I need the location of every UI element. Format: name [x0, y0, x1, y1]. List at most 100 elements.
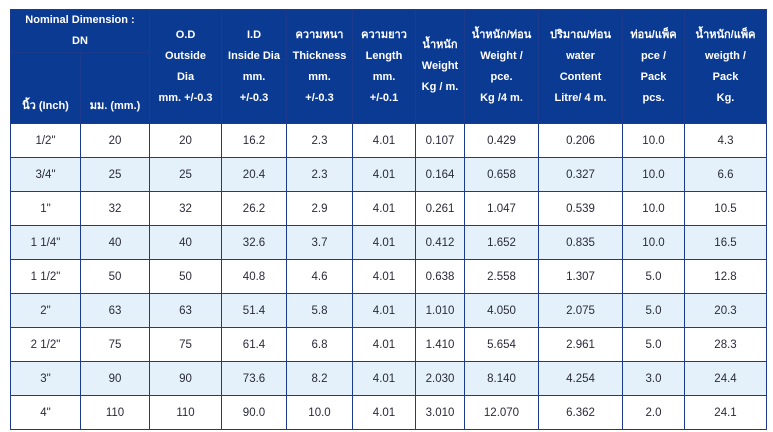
header-col-water-content: ปริมาณ/ท่อน water Content Litre/ 4 m. — [538, 9, 623, 124]
cell-length: 4.01 — [352, 395, 416, 430]
header-line: Dia — [176, 70, 195, 83]
header-line: Pack — [712, 70, 739, 83]
pipe-spec-table: Nominal Dimension : DN O.D Outside Dia m… — [10, 9, 767, 430]
header-line: ความยาว — [361, 28, 407, 41]
cell-pce-per-pack: 5.0 — [622, 259, 685, 294]
cell-thickness: 3.7 — [286, 225, 353, 260]
header-line: weigth / — [705, 49, 746, 62]
cell-weight: 0.107 — [415, 123, 465, 158]
cell-inch: 1" — [10, 191, 81, 226]
cell-id: 26.2 — [221, 191, 287, 226]
table-row: 3/4" 25 25 20.4 2.3 4.01 0.164 0.658 0.327 10.0 6.… — [10, 157, 767, 192]
cell-od: 63 — [149, 293, 222, 328]
nominal-dimension-label: Nominal Dimension : — [25, 14, 135, 26]
cell-pce-per-pack: 3.0 — [622, 361, 685, 396]
cell-weight-per-pack: 10.5 — [684, 191, 767, 226]
dn-label: DN — [72, 35, 88, 47]
cell-pce-per-pack: 10.0 — [622, 191, 685, 226]
cell-length: 4.01 — [352, 327, 416, 362]
cell-weight: 1.410 — [415, 327, 465, 362]
cell-weight: 3.010 — [415, 395, 465, 430]
header-line: น้ำหนัก/แพ็ค — [695, 28, 756, 41]
header-line: mm. — [308, 70, 331, 83]
cell-od: 90 — [149, 361, 222, 396]
cell-id: 40.8 — [221, 259, 287, 294]
cell-water-content: 2.961 — [538, 327, 623, 362]
header-line: Weight / — [480, 49, 523, 62]
header-line: Kg / m. — [421, 81, 459, 93]
cell-inch: 4" — [10, 395, 81, 430]
header-line: Outside — [165, 49, 206, 62]
header-line: Inside Dia — [228, 49, 280, 62]
cell-weight-per-pce: 4.050 — [464, 293, 539, 328]
cell-weight-per-pack: 28.3 — [684, 327, 767, 362]
cell-dn-mm: 90 — [80, 361, 150, 396]
cell-weight-per-pack: 24.4 — [684, 361, 767, 396]
header-line: +/-0.3 — [239, 91, 269, 104]
header-col-id: I.D Inside Dia mm. +/-0.3 — [221, 9, 287, 124]
header-line: ปริมาณ/ท่อน — [550, 28, 611, 41]
cell-thickness: 10.0 — [286, 395, 353, 430]
cell-inch: 1 1/2" — [10, 259, 81, 294]
header-line: Weight — [421, 60, 459, 72]
cell-weight-per-pce: 2.558 — [464, 259, 539, 294]
cell-od: 32 — [149, 191, 222, 226]
header-line: ความหนา — [295, 28, 344, 41]
cell-weight-per-pack: 16.5 — [684, 225, 767, 260]
header-line: +/-0.1 — [369, 91, 399, 104]
header-col-length: ความยาว Length mm. +/-0.1 — [352, 9, 416, 124]
cell-weight-per-pack: 24.1 — [684, 395, 767, 430]
cell-pce-per-pack: 10.0 — [622, 157, 685, 192]
cell-pce-per-pack: 5.0 — [622, 293, 685, 328]
cell-water-content: 6.362 — [538, 395, 623, 430]
header-line: water — [566, 49, 595, 62]
header-line: น้ำหนัก/ท่อน — [471, 28, 532, 41]
cell-inch: 1 1/4" — [10, 225, 81, 260]
table-header: Nominal Dimension : DN O.D Outside Dia m… — [10, 9, 767, 124]
cell-weight: 0.261 — [415, 191, 465, 226]
cell-pce-per-pack: 10.0 — [622, 225, 685, 260]
cell-od: 20 — [149, 123, 222, 158]
header-line: Kg /4 m. — [480, 91, 523, 104]
cell-thickness: 2.3 — [286, 123, 353, 158]
table-row: 3" 90 90 73.6 8.2 4.01 2.030 8.140 4.254 3.0 24.4 — [10, 361, 767, 396]
header-col-weight-per-pack: น้ำหนัก/แพ็ค weigth / Pack Kg. — [684, 9, 767, 124]
cell-od: 40 — [149, 225, 222, 260]
cell-weight-per-pack: 20.3 — [684, 293, 767, 328]
cell-thickness: 2.3 — [286, 157, 353, 192]
cell-inch: 2" — [10, 293, 81, 328]
header-col-pce-per-pack: ท่อน/แพ็ค pce / Pack pcs. — [622, 9, 685, 124]
cell-weight-per-pce: 0.429 — [464, 123, 539, 158]
header-line: pce / — [640, 49, 667, 62]
table-row: 4" 110 110 90.0 10.0 4.01 3.010 12.070 6.362 2.0 2… — [10, 395, 767, 430]
table-row: 1 1/4" 40 40 32.6 3.7 4.01 0.412 1.652 0.835 10.0… — [10, 225, 767, 260]
header-line: O.D — [175, 28, 196, 41]
cell-id: 90.0 — [221, 395, 287, 430]
header-col-od: O.D Outside Dia mm. +/-0.3 — [149, 9, 222, 124]
cell-dn-mm: 63 — [80, 293, 150, 328]
cell-dn-mm: 75 — [80, 327, 150, 362]
table-row: 1/2" 20 20 16.2 2.3 4.01 0.107 0.429 0.206 10.0 4.… — [10, 123, 767, 158]
cell-id: 20.4 — [221, 157, 287, 192]
cell-id: 32.6 — [221, 225, 287, 260]
header-col-mm: มม. (mm.) — [80, 52, 150, 124]
cell-length: 4.01 — [352, 123, 416, 158]
cell-od: 75 — [149, 327, 222, 362]
header-line: mm. — [242, 70, 266, 83]
cell-dn-mm: 110 — [80, 395, 150, 430]
header-line: pcs. — [642, 91, 665, 104]
cell-weight: 2.030 — [415, 361, 465, 396]
cell-dn-mm: 40 — [80, 225, 150, 260]
cell-water-content: 2.075 — [538, 293, 623, 328]
cell-inch: 1/2" — [10, 123, 81, 158]
cell-weight-per-pce: 8.140 — [464, 361, 539, 396]
cell-water-content: 0.206 — [538, 123, 623, 158]
header-line: Pack — [640, 70, 667, 83]
cell-dn-mm: 20 — [80, 123, 150, 158]
pipe-spec-table-wrapper: Nominal Dimension : DN O.D Outside Dia m… — [10, 9, 767, 430]
header-line: Thickness — [292, 49, 347, 62]
cell-length: 4.01 — [352, 293, 416, 328]
cell-weight-per-pce: 12.070 — [464, 395, 539, 430]
cell-id: 61.4 — [221, 327, 287, 362]
nominal-dimension-header: Nominal Dimension : DN — [10, 9, 150, 53]
